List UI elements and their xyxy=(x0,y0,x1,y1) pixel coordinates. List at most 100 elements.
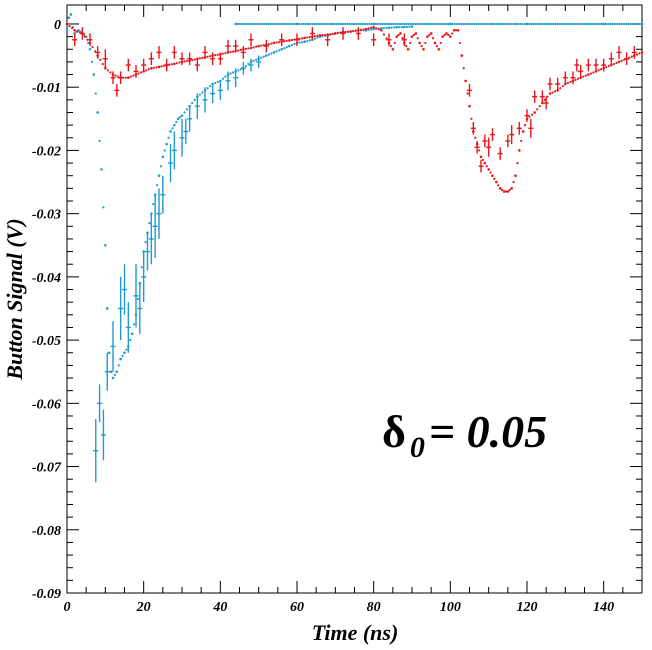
data-point xyxy=(584,74,587,77)
data-point xyxy=(144,240,147,244)
data-point xyxy=(237,69,240,72)
data-point xyxy=(617,60,621,64)
data-point xyxy=(488,22,491,26)
data-point xyxy=(629,22,632,26)
data-point xyxy=(209,85,212,88)
data-point xyxy=(398,26,401,29)
data-point xyxy=(431,37,435,40)
data-point xyxy=(309,22,312,26)
data-point xyxy=(376,22,380,26)
data-point xyxy=(512,180,515,184)
data-point xyxy=(569,22,572,26)
data-point xyxy=(426,35,429,38)
data-point xyxy=(107,351,111,355)
data-point xyxy=(405,22,408,26)
data-point xyxy=(543,98,546,101)
data-point xyxy=(569,80,572,84)
data-point xyxy=(206,55,209,58)
data-point xyxy=(257,44,260,48)
data-point xyxy=(148,222,151,225)
data-point xyxy=(406,47,410,51)
data-point xyxy=(221,77,224,80)
data-point xyxy=(130,332,134,336)
data-point xyxy=(393,41,396,45)
data-point xyxy=(385,22,388,26)
y-tick-label: -0.02 xyxy=(32,144,61,159)
data-point xyxy=(514,22,518,26)
data-point xyxy=(216,80,219,84)
data-point xyxy=(183,60,186,63)
data-point xyxy=(336,31,339,35)
data-point xyxy=(83,35,86,38)
data-point xyxy=(438,22,441,26)
data-point xyxy=(607,65,610,68)
data-point xyxy=(301,40,304,44)
delta-symbol: δ xyxy=(382,406,406,457)
data-point xyxy=(224,51,227,55)
data-point xyxy=(283,47,286,50)
data-point xyxy=(90,60,94,64)
data-point xyxy=(346,22,349,26)
data-point xyxy=(280,47,283,51)
data-point xyxy=(127,76,130,80)
data-point xyxy=(477,149,481,152)
data-point xyxy=(186,108,189,111)
data-point xyxy=(256,22,259,26)
data-point xyxy=(247,47,250,50)
data-point xyxy=(477,22,480,26)
data-point xyxy=(429,22,432,26)
data-point xyxy=(285,46,288,49)
data-point xyxy=(620,22,623,26)
data-point xyxy=(405,44,408,48)
data-point xyxy=(129,75,132,78)
data-point xyxy=(68,24,71,28)
data-point xyxy=(322,22,325,26)
data-point xyxy=(397,33,400,37)
data-point xyxy=(395,35,398,38)
data-point xyxy=(152,66,155,69)
data-point xyxy=(631,22,635,26)
data-point xyxy=(574,22,577,26)
data-point xyxy=(271,22,275,26)
data-point xyxy=(408,25,411,28)
data-point xyxy=(546,95,549,98)
data-point xyxy=(193,58,196,61)
data-point xyxy=(565,22,568,26)
data-point xyxy=(395,25,398,29)
data-point xyxy=(136,297,140,301)
data-point xyxy=(487,168,490,171)
data-point xyxy=(551,91,554,94)
data-point xyxy=(539,22,542,26)
data-point xyxy=(500,188,504,192)
data-point xyxy=(416,37,419,40)
data-point xyxy=(607,22,610,26)
data-point xyxy=(265,22,268,26)
data-point xyxy=(206,87,209,90)
data-point xyxy=(109,370,113,374)
data-point xyxy=(331,32,334,35)
data-point xyxy=(201,91,204,94)
data-point xyxy=(234,22,237,26)
data-point xyxy=(549,22,553,26)
data-point xyxy=(640,51,644,54)
data-point xyxy=(416,22,419,26)
data-point xyxy=(440,22,443,26)
data-point xyxy=(439,41,442,45)
data-point xyxy=(333,22,336,26)
y-tick-label: -0.09 xyxy=(32,587,61,602)
data-point xyxy=(288,39,291,42)
data-point xyxy=(418,41,421,45)
data-point xyxy=(270,52,273,55)
data-point xyxy=(409,22,413,26)
data-point xyxy=(173,62,176,66)
data-point xyxy=(300,22,303,26)
data-point xyxy=(132,74,135,77)
data-point xyxy=(114,74,117,77)
data-point xyxy=(267,22,270,26)
data-point xyxy=(104,243,107,247)
data-point xyxy=(503,22,507,26)
data-point xyxy=(589,72,592,75)
data-point xyxy=(506,190,510,193)
series-0 xyxy=(65,13,414,483)
series-1 xyxy=(234,22,644,26)
